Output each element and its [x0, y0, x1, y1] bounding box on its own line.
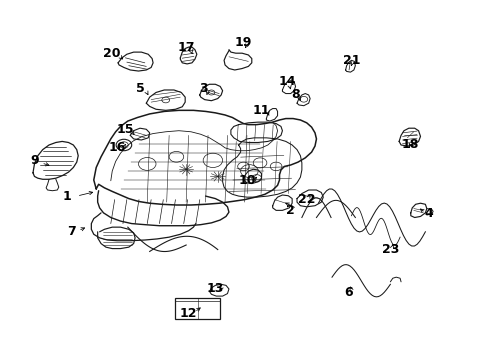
Text: 18: 18	[400, 138, 418, 151]
Text: 17: 17	[177, 41, 195, 54]
Text: 22: 22	[297, 193, 315, 206]
Text: 3: 3	[199, 82, 207, 95]
Text: 2: 2	[286, 204, 294, 217]
Text: 21: 21	[342, 54, 360, 67]
Text: 6: 6	[344, 286, 353, 299]
Text: 10: 10	[238, 174, 255, 186]
Text: 5: 5	[135, 82, 144, 95]
Text: 12: 12	[180, 307, 197, 320]
Text: 14: 14	[278, 75, 295, 88]
Text: 15: 15	[116, 123, 134, 136]
Text: 1: 1	[62, 190, 71, 203]
Text: 19: 19	[234, 36, 252, 49]
Text: 9: 9	[30, 154, 39, 167]
Text: 8: 8	[291, 88, 299, 101]
Text: 11: 11	[252, 104, 270, 117]
Text: 7: 7	[67, 225, 76, 238]
Text: 20: 20	[103, 47, 121, 60]
Text: 16: 16	[108, 141, 125, 154]
Text: 13: 13	[206, 283, 224, 296]
Bar	[175, 298, 220, 319]
Text: 23: 23	[381, 243, 398, 256]
Text: 4: 4	[424, 207, 433, 220]
